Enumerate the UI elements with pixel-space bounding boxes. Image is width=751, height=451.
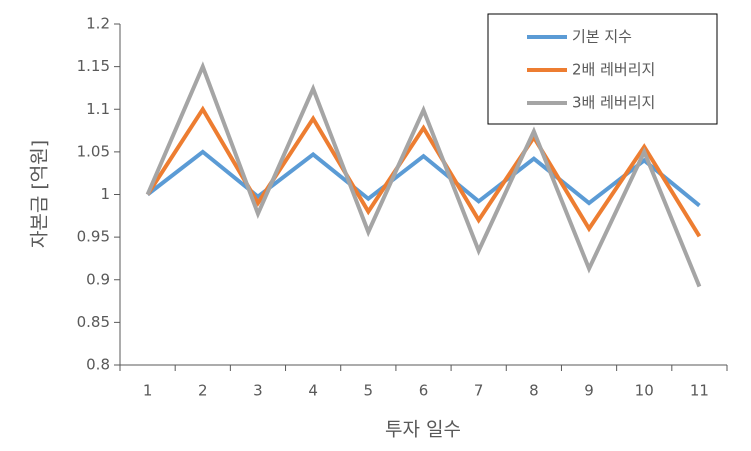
legend-label: 기본 지수 xyxy=(572,28,632,46)
x-tick-label: 11 xyxy=(690,382,709,400)
x-tick-label: 1 xyxy=(143,382,153,400)
x-tick-label: 5 xyxy=(364,382,374,400)
series-line xyxy=(145,105,702,238)
x-tick-label: 9 xyxy=(584,382,594,400)
x-tick-label: 6 xyxy=(419,382,429,400)
y-axis-title: 자본금 [억원] xyxy=(29,140,51,248)
y-tick-label: 0.85 xyxy=(77,313,110,331)
y-tick-label: 0.9 xyxy=(86,270,110,288)
y-tick-label: 1.1 xyxy=(86,100,110,118)
y-tick-label: 1.05 xyxy=(77,142,110,160)
x-tick-label: 10 xyxy=(635,382,654,400)
legend-label: 3배 레버리지 xyxy=(572,94,655,112)
y-tick-label: 1.15 xyxy=(77,57,110,75)
x-tick-label: 4 xyxy=(308,382,318,400)
series-line xyxy=(145,61,702,288)
x-tick-label: 7 xyxy=(474,382,484,400)
y-tick-label: 0.95 xyxy=(77,228,110,246)
legend-box xyxy=(487,13,718,125)
y-tick-label: 1 xyxy=(100,185,110,203)
x-tick-label: 8 xyxy=(529,382,539,400)
legend-label: 2배 레버리지 xyxy=(572,61,655,79)
y-tick-label: 1.2 xyxy=(86,15,110,33)
x-tick-label: 3 xyxy=(253,382,263,400)
x-tick-label: 2 xyxy=(198,382,208,400)
y-tick-label: 0.8 xyxy=(86,356,110,374)
series-line xyxy=(146,149,701,208)
x-axis-title: 투자 일수 xyxy=(385,419,461,441)
